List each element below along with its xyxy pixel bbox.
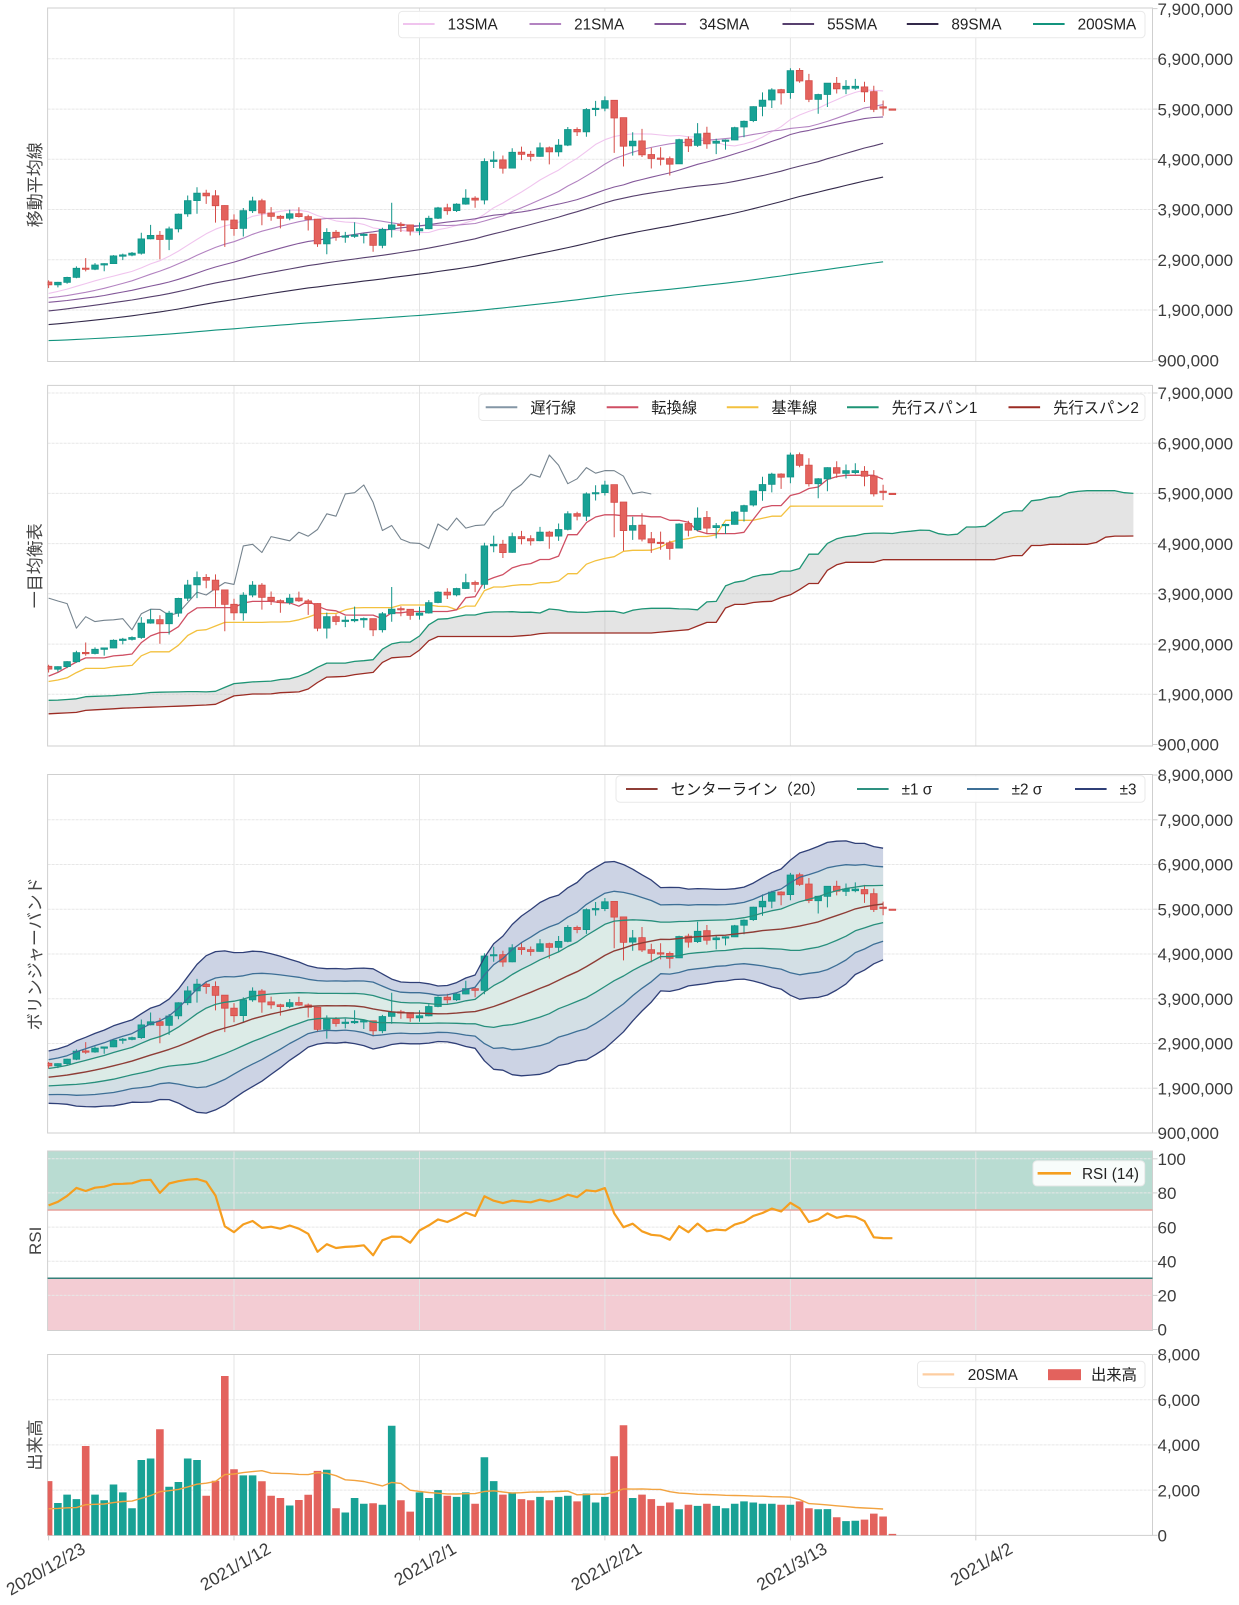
svg-text:6,900,000: 6,900,000 — [1158, 434, 1234, 453]
svg-text:4,900,000: 4,900,000 — [1158, 945, 1234, 964]
svg-text:先行スパン2: 先行スパン2 — [1053, 400, 1139, 417]
svg-text:遅行線: 遅行線 — [530, 400, 576, 417]
svg-text:0: 0 — [1158, 1527, 1167, 1546]
svg-text:RSI (14): RSI (14) — [1082, 1166, 1139, 1183]
svg-text:基準線: 基準線 — [771, 400, 817, 417]
svg-text:1,900,000: 1,900,000 — [1158, 1080, 1234, 1099]
svg-text:5,900,000: 5,900,000 — [1158, 485, 1234, 504]
svg-text:先行スパン1: 先行スパン1 — [892, 400, 978, 417]
svg-text:6,900,000: 6,900,000 — [1158, 856, 1234, 875]
svg-text:900,000: 900,000 — [1158, 736, 1219, 755]
svg-text:200SMA: 200SMA — [1078, 17, 1137, 34]
svg-text:1,900,000: 1,900,000 — [1158, 686, 1234, 705]
svg-text:1,900,000: 1,900,000 — [1158, 301, 1234, 320]
svg-text:5,900,000: 5,900,000 — [1158, 901, 1234, 920]
svg-text:±2 σ: ±2 σ — [1012, 782, 1043, 799]
svg-text:2,900,000: 2,900,000 — [1158, 251, 1234, 270]
svg-text:13SMA: 13SMA — [448, 17, 499, 34]
svg-text:34SMA: 34SMA — [699, 17, 750, 34]
svg-text:8,900,000: 8,900,000 — [1158, 766, 1234, 785]
svg-text:21SMA: 21SMA — [574, 17, 625, 34]
svg-text:900,000: 900,000 — [1158, 351, 1219, 370]
svg-text:ボリンジャーバンド: ボリンジャーバンド — [26, 877, 45, 1030]
svg-text:4,900,000: 4,900,000 — [1158, 151, 1234, 170]
svg-text:3,900,000: 3,900,000 — [1158, 990, 1234, 1009]
svg-text:60: 60 — [1158, 1218, 1177, 1237]
svg-text:7,900,000: 7,900,000 — [1158, 0, 1234, 19]
svg-text:4,900,000: 4,900,000 — [1158, 535, 1234, 554]
svg-text:0: 0 — [1158, 1321, 1167, 1340]
svg-text:3,900,000: 3,900,000 — [1158, 585, 1234, 604]
svg-text:40: 40 — [1158, 1252, 1177, 1271]
svg-text:出来高: 出来高 — [26, 1420, 45, 1471]
svg-text:転換線: 転換線 — [651, 400, 697, 417]
svg-text:100: 100 — [1158, 1150, 1186, 1169]
svg-text:RSI: RSI — [26, 1227, 45, 1255]
svg-text:2,900,000: 2,900,000 — [1158, 1035, 1234, 1054]
svg-text:89SMA: 89SMA — [951, 17, 1002, 34]
svg-text:±1 σ: ±1 σ — [902, 782, 933, 799]
svg-text:4,000: 4,000 — [1158, 1436, 1201, 1455]
svg-text:8,000: 8,000 — [1158, 1346, 1201, 1365]
svg-text:6,000: 6,000 — [1158, 1391, 1201, 1410]
svg-text:一目均衡表: 一目均衡表 — [26, 523, 45, 608]
svg-text:20: 20 — [1158, 1287, 1177, 1306]
svg-text:2,900,000: 2,900,000 — [1158, 635, 1234, 654]
svg-text:20SMA: 20SMA — [968, 1367, 1019, 1384]
svg-text:2,000: 2,000 — [1158, 1481, 1201, 1500]
svg-text:センターライン（20）: センターライン（20） — [671, 782, 826, 799]
svg-text:5,900,000: 5,900,000 — [1158, 100, 1234, 119]
svg-text:7,900,000: 7,900,000 — [1158, 811, 1234, 830]
svg-text:7,900,000: 7,900,000 — [1158, 384, 1234, 403]
svg-text:出来高: 出来高 — [1091, 1367, 1137, 1384]
svg-text:900,000: 900,000 — [1158, 1124, 1219, 1143]
svg-text:3,900,000: 3,900,000 — [1158, 201, 1234, 220]
svg-text:移動平均線: 移動平均線 — [26, 142, 45, 227]
svg-text:55SMA: 55SMA — [827, 17, 878, 34]
svg-text:80: 80 — [1158, 1184, 1177, 1203]
svg-text:±3: ±3 — [1120, 782, 1137, 799]
svg-text:6,900,000: 6,900,000 — [1158, 50, 1234, 69]
